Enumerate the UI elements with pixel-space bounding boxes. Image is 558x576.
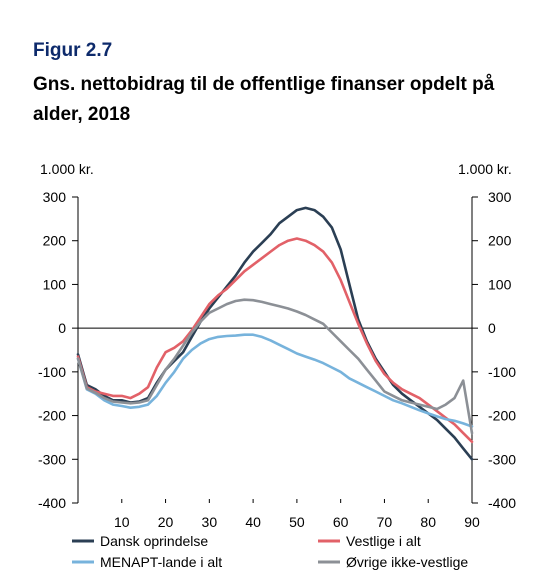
y-axis-label-right: 1.000 kr. (458, 161, 512, 177)
x-tick-label: 80 (420, 514, 436, 530)
y-tick-label-left: 0 (58, 320, 66, 336)
y-tick-label-right: -200 (488, 408, 516, 424)
axes: 300 300 200 200 100 100 0 0 -100 -100 -200 -200 -300… (38, 189, 516, 530)
y-tick-label-left: 200 (43, 233, 67, 249)
x-tick-label: 10 (114, 514, 130, 530)
y-tick-label-left: -200 (38, 408, 66, 424)
y-tick-label-right: 300 (488, 189, 512, 205)
x-tick-label: 30 (202, 514, 218, 530)
series-line-3 (76, 333, 474, 428)
y-tick-label-left: -400 (38, 495, 66, 511)
y-tick-label-right: 0 (488, 320, 496, 336)
y-tick-label-left: -300 (38, 451, 66, 467)
legend-label-1: Dansk oprindelse (100, 533, 208, 549)
y-tick-label-right: 200 (488, 233, 512, 249)
legend: Dansk oprindelse Vestlige i alt MENAPT-lan… (72, 533, 468, 570)
x-tick-label: 70 (377, 514, 393, 530)
y-tick-label-left: -100 (38, 364, 66, 380)
x-tick-label: 20 (158, 514, 174, 530)
y-tick-label-right: -100 (488, 364, 516, 380)
series-line-1 (76, 206, 474, 461)
series-line-2 (76, 237, 474, 444)
y-tick-label-right: -300 (488, 451, 516, 467)
y-tick-label-right: 100 (488, 276, 512, 292)
y-axis-label-left: 1.000 kr. (40, 161, 94, 177)
y-tick-label-left: 100 (43, 276, 67, 292)
figure-label: Figur 2.7 (33, 40, 113, 61)
x-tick-label: 60 (333, 514, 349, 530)
series-line-4 (76, 298, 474, 435)
figure-title: Gns. nettobidrag til de offentlige finan… (33, 74, 495, 125)
legend-label-3: MENAPT-lande i alt (100, 554, 222, 570)
y-tick-label-right: -400 (488, 495, 516, 511)
series-lines (76, 206, 474, 461)
legend-label-4: Øvrige ikke-vestlige (346, 554, 468, 570)
x-tick-label: 90 (464, 514, 480, 530)
y-tick-label-left: 300 (43, 189, 67, 205)
x-tick-label: 50 (289, 514, 305, 530)
legend-label-2: Vestlige i alt (346, 533, 421, 549)
x-tick-label: 40 (245, 514, 261, 530)
